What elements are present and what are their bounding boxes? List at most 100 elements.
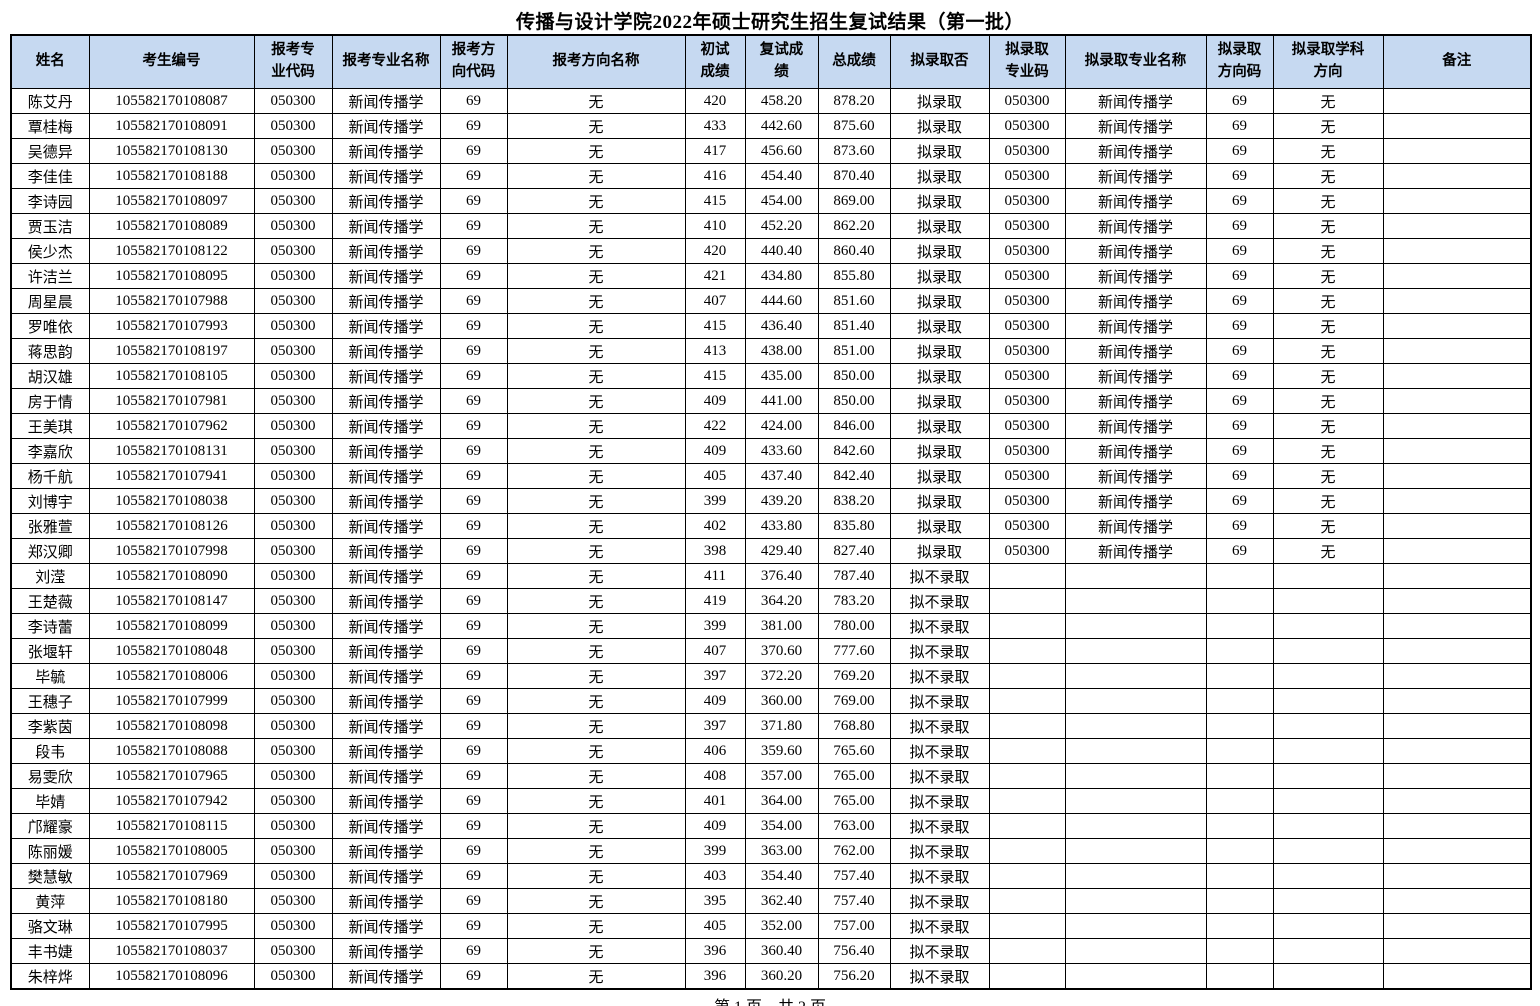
cell-remark — [1382, 738, 1532, 764]
cell-name: 罗唯依 — [10, 313, 90, 339]
cell-direction-name: 无 — [506, 488, 686, 514]
cell-direction-code: 69 — [439, 863, 508, 889]
cell-remark — [1382, 938, 1532, 964]
cell-admit-subject-direction: 无 — [1272, 213, 1384, 239]
cell-admit-direction-code — [1205, 563, 1274, 589]
cell-name: 王美琪 — [10, 413, 90, 439]
cell-major-code: 050300 — [253, 613, 333, 639]
cell-name: 陈艾丹 — [10, 88, 90, 114]
cell-major-name: 新闻传播学 — [331, 288, 441, 314]
cell-major-code: 050300 — [253, 588, 333, 614]
column-header-direction-code: 报考方 向代码 — [439, 34, 508, 89]
cell-admit-status: 拟录取 — [889, 463, 990, 489]
cell-admit-major-name — [1064, 588, 1207, 614]
cell-admit-direction-code — [1205, 613, 1274, 639]
table-row: 刘滢 105582170108090 050300 新闻传播学 69 无 411 376.40… — [10, 563, 1532, 589]
table-row: 段韦 105582170108088 050300 新闻传播学 69 无 406 359.60… — [10, 738, 1532, 764]
cell-candidate-id: 105582170107988 — [88, 288, 255, 314]
cell-direction-code: 69 — [439, 838, 508, 864]
cell-name: 侯少杰 — [10, 238, 90, 264]
cell-direction-name: 无 — [506, 788, 686, 814]
table-row: 樊慧敏 105582170107969 050300 新闻传播学 69 无 403 354.4… — [10, 863, 1532, 889]
cell-admit-major-code — [988, 613, 1066, 639]
cell-admit-status: 拟不录取 — [889, 738, 990, 764]
cell-initial-score: 415 — [684, 363, 746, 389]
column-header-major-name: 报考专业名称 — [331, 34, 441, 89]
cell-name: 黄萍 — [10, 888, 90, 914]
cell-admit-status: 拟录取 — [889, 188, 990, 214]
cell-candidate-id: 105582170108147 — [88, 588, 255, 614]
cell-remark — [1382, 413, 1532, 439]
cell-total-score: 851.60 — [817, 288, 891, 314]
cell-retest-score: 440.40 — [744, 238, 819, 264]
cell-admit-status: 拟不录取 — [889, 838, 990, 864]
cell-admit-major-name: 新闻传播学 — [1064, 188, 1207, 214]
cell-admit-direction-code: 69 — [1205, 213, 1274, 239]
cell-candidate-id: 105582170108095 — [88, 263, 255, 289]
cell-candidate-id: 105582170107981 — [88, 388, 255, 414]
cell-major-name: 新闻传播学 — [331, 213, 441, 239]
cell-admit-major-name — [1064, 713, 1207, 739]
table-row: 骆文琳 105582170107995 050300 新闻传播学 69 无 405 352.0… — [10, 913, 1532, 939]
cell-major-name: 新闻传播学 — [331, 838, 441, 864]
cell-direction-name: 无 — [506, 88, 686, 114]
cell-remark — [1382, 338, 1532, 364]
cell-initial-score: 419 — [684, 588, 746, 614]
cell-direction-name: 无 — [506, 913, 686, 939]
cell-name: 王穗子 — [10, 688, 90, 714]
cell-admit-direction-code — [1205, 913, 1274, 939]
cell-candidate-id: 105582170107995 — [88, 913, 255, 939]
cell-candidate-id: 105582170108115 — [88, 813, 255, 839]
cell-direction-code: 69 — [439, 463, 508, 489]
cell-major-name: 新闻传播学 — [331, 888, 441, 914]
cell-major-name: 新闻传播学 — [331, 863, 441, 889]
cell-direction-code: 69 — [439, 788, 508, 814]
cell-admit-major-code: 050300 — [988, 138, 1066, 164]
cell-direction-name: 无 — [506, 838, 686, 864]
cell-direction-code: 69 — [439, 913, 508, 939]
cell-direction-name: 无 — [506, 363, 686, 389]
cell-admit-subject-direction — [1272, 913, 1384, 939]
cell-admit-status: 拟录取 — [889, 413, 990, 439]
cell-admit-major-code — [988, 913, 1066, 939]
cell-retest-score: 435.00 — [744, 363, 819, 389]
cell-initial-score: 409 — [684, 438, 746, 464]
cell-admit-major-code — [988, 663, 1066, 689]
cell-admit-subject-direction: 无 — [1272, 188, 1384, 214]
cell-admit-major-name: 新闻传播学 — [1064, 163, 1207, 189]
cell-direction-name: 无 — [506, 238, 686, 264]
cell-major-name: 新闻传播学 — [331, 388, 441, 414]
cell-major-name: 新闻传播学 — [331, 113, 441, 139]
cell-retest-score: 454.40 — [744, 163, 819, 189]
table-body: 陈艾丹 105582170108087 050300 新闻传播学 69 无 420 458.2… — [10, 88, 1532, 990]
cell-admit-subject-direction: 无 — [1272, 113, 1384, 139]
cell-direction-name: 无 — [506, 738, 686, 764]
cell-admit-subject-direction — [1272, 963, 1384, 990]
cell-major-name: 新闻传播学 — [331, 638, 441, 664]
cell-initial-score: 408 — [684, 763, 746, 789]
cell-name: 张堰轩 — [10, 638, 90, 664]
cell-admit-direction-code: 69 — [1205, 363, 1274, 389]
column-header-candidate-id: 考生编号 — [88, 34, 255, 89]
cell-name: 李紫茵 — [10, 713, 90, 739]
cell-admit-status: 拟不录取 — [889, 688, 990, 714]
cell-admit-major-code — [988, 788, 1066, 814]
cell-direction-code: 69 — [439, 313, 508, 339]
cell-initial-score: 422 — [684, 413, 746, 439]
cell-major-code: 050300 — [253, 138, 333, 164]
cell-admit-subject-direction: 无 — [1272, 338, 1384, 364]
cell-retest-score: 433.60 — [744, 438, 819, 464]
table-row: 王穗子 105582170107999 050300 新闻传播学 69 无 409 360.0… — [10, 688, 1532, 714]
cell-direction-code: 69 — [439, 238, 508, 264]
cell-name: 李佳佳 — [10, 163, 90, 189]
table-row: 罗唯依 105582170107993 050300 新闻传播学 69 无 415 436.4… — [10, 313, 1532, 339]
cell-admit-major-code — [988, 713, 1066, 739]
cell-direction-code: 69 — [439, 563, 508, 589]
cell-admit-status: 拟录取 — [889, 288, 990, 314]
cell-retest-score: 360.20 — [744, 963, 819, 990]
table-row: 覃桂梅 105582170108091 050300 新闻传播学 69 无 433 442.6… — [10, 113, 1532, 139]
cell-major-name: 新闻传播学 — [331, 463, 441, 489]
cell-direction-name: 无 — [506, 188, 686, 214]
cell-admit-direction-code — [1205, 638, 1274, 664]
cell-retest-score: 362.40 — [744, 888, 819, 914]
